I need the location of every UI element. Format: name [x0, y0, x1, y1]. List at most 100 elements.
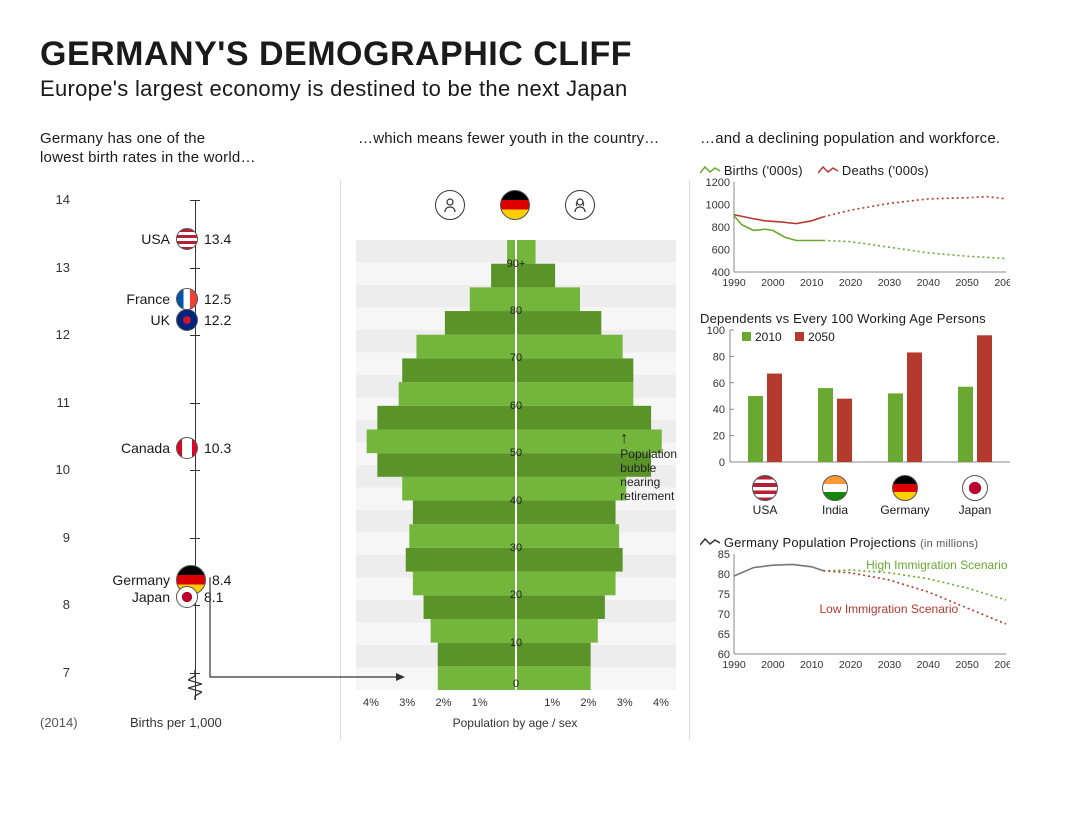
legend-2050-label: 2050 [808, 330, 835, 344]
legend-2050-icon [795, 332, 804, 341]
births-label: Births ('000s) [724, 163, 803, 178]
pct-tick [501, 697, 531, 709]
birth-rate-x-label: Births per 1,000 [130, 715, 222, 730]
arrow-up-icon: ↑ [620, 430, 677, 448]
pct-tick: 4% [356, 697, 386, 709]
japan-flag-icon [176, 586, 198, 608]
pct-tick: 2% [429, 697, 459, 709]
usa-flag-icon [752, 475, 778, 501]
svg-text:80: 80 [713, 351, 725, 363]
age-label: 20 [510, 589, 522, 601]
country-cell: USA [730, 471, 800, 517]
uk-flag-icon [176, 309, 198, 331]
pct-tick: 2% [574, 697, 604, 709]
projections-title: Germany Population Projections (in milli… [700, 535, 1030, 550]
svg-text:2020: 2020 [839, 277, 863, 288]
projections-unit: (in millions) [920, 538, 978, 550]
svg-text:100: 100 [707, 326, 725, 337]
svg-text:2050: 2050 [955, 277, 979, 288]
svg-text:2030: 2030 [878, 659, 902, 670]
age-label: 60 [510, 400, 522, 412]
births-legend-icon [700, 165, 720, 175]
female-icon [565, 190, 595, 220]
svg-text:2030: 2030 [878, 277, 902, 288]
svg-text:2010: 2010 [800, 659, 824, 670]
page-title: GERMANY'S DEMOGRAPHIC CLIFF [40, 35, 1030, 74]
svg-text:2060: 2060 [994, 277, 1010, 288]
birth-rate-chart: (2014) Births per 1,000 1413121110987USA… [40, 200, 330, 730]
svg-text:65: 65 [718, 629, 730, 641]
country-cell: India [800, 471, 870, 517]
svg-text:2040: 2040 [917, 659, 941, 670]
deaths-label: Deaths ('000s) [842, 163, 929, 178]
country-name: Japan [940, 503, 1010, 517]
japan-flag-icon [962, 475, 988, 501]
india-flag-icon [822, 475, 848, 501]
svg-text:2060: 2060 [994, 659, 1010, 670]
dependents-svg: 0 20 40 60 80 100 [700, 326, 1010, 466]
columns: Germany has one of thelowest birth rates… [40, 130, 1030, 800]
svg-text:75: 75 [718, 589, 730, 601]
low-scenario-label: Low Immigration Scenario [819, 602, 958, 616]
country-label: UK [40, 312, 170, 328]
births-deaths-legend: Births ('000s) Deaths ('000s) [700, 163, 1030, 178]
canada-flag-icon [176, 437, 198, 459]
country-name: Germany [870, 503, 940, 517]
dependents-title: Dependents vs Every 100 Working Age Pers… [700, 311, 1030, 326]
page-subtitle: Europe's largest economy is destined to … [40, 76, 1030, 102]
pct-tick: 3% [610, 697, 640, 709]
svg-text:1990: 1990 [722, 277, 746, 288]
births-deaths-svg: 4006008001000120019902000201020202030204… [700, 178, 1010, 288]
dependents-chart: Dependents vs Every 100 Working Age Pers… [700, 311, 1030, 517]
high-scenario-label: High Immigration Scenario [866, 558, 1007, 572]
svg-text:2020: 2020 [839, 659, 863, 670]
left-caption: Germany has one of thelowest birth rates… [40, 130, 340, 168]
svg-text:60: 60 [713, 378, 725, 390]
pyramid-annotation: ↑ Populationbubblenearingretirement [620, 430, 677, 504]
country-label: USA [40, 231, 170, 247]
svg-text:2010: 2010 [800, 277, 824, 288]
projections-title-text: Germany Population Projections [724, 535, 916, 550]
age-label: 40 [510, 495, 522, 507]
usa-flag-icon [176, 228, 198, 250]
age-label: 70 [510, 352, 522, 364]
svg-text:2040: 2040 [917, 277, 941, 288]
country-label: Canada [40, 440, 170, 456]
births-deaths-chart: Births ('000s) Deaths ('000s) 4006008001… [700, 163, 1030, 293]
svg-text:1200: 1200 [706, 178, 730, 189]
svg-text:40: 40 [713, 404, 725, 416]
pyramid-x-ticks: 4% 3% 2% 1% 1% 2% 3% 4% [356, 697, 676, 709]
france-flag-icon [176, 288, 198, 310]
pyramid-header [341, 190, 689, 220]
age-label: 80 [510, 305, 522, 317]
age-label: 0 [513, 678, 519, 690]
age-label: 50 [510, 447, 522, 459]
legend-2010-label: 2010 [755, 330, 782, 344]
age-label: 90+ [507, 258, 526, 270]
male-icon [435, 190, 465, 220]
dependents-country-labels: USAIndiaGermanyJapan [730, 471, 1030, 517]
col-pyramid: …which means fewer youth in the country…… [340, 130, 690, 800]
germany-flag-icon [892, 475, 918, 501]
svg-text:85: 85 [718, 550, 730, 561]
axis-break-icon [188, 670, 202, 700]
svg-text:0: 0 [719, 457, 725, 466]
pct-tick: 1% [465, 697, 495, 709]
country-label: Japan [40, 589, 170, 605]
germany-flag-icon [500, 190, 530, 220]
svg-text:70: 70 [718, 609, 730, 621]
age-label: 10 [510, 637, 522, 649]
col-birth-rates: Germany has one of thelowest birth rates… [40, 130, 340, 800]
country-name: USA [730, 503, 800, 517]
year-note: (2014) [40, 715, 78, 730]
pyramid-panel: 90+ 80 70 60 50 40 30 20 10 0 4% 3% 2% 1% 1% 2% 3% 4% Po… [340, 180, 690, 740]
svg-text:1990: 1990 [722, 659, 746, 670]
svg-text:20: 20 [713, 430, 725, 442]
country-label: France [40, 291, 170, 307]
age-label: 30 [510, 542, 522, 554]
pct-tick: 1% [537, 697, 567, 709]
svg-text:2000: 2000 [761, 277, 785, 288]
pct-tick: 4% [646, 697, 676, 709]
pct-tick: 3% [392, 697, 422, 709]
pyramid-x-label: Population by age / sex [341, 716, 689, 730]
